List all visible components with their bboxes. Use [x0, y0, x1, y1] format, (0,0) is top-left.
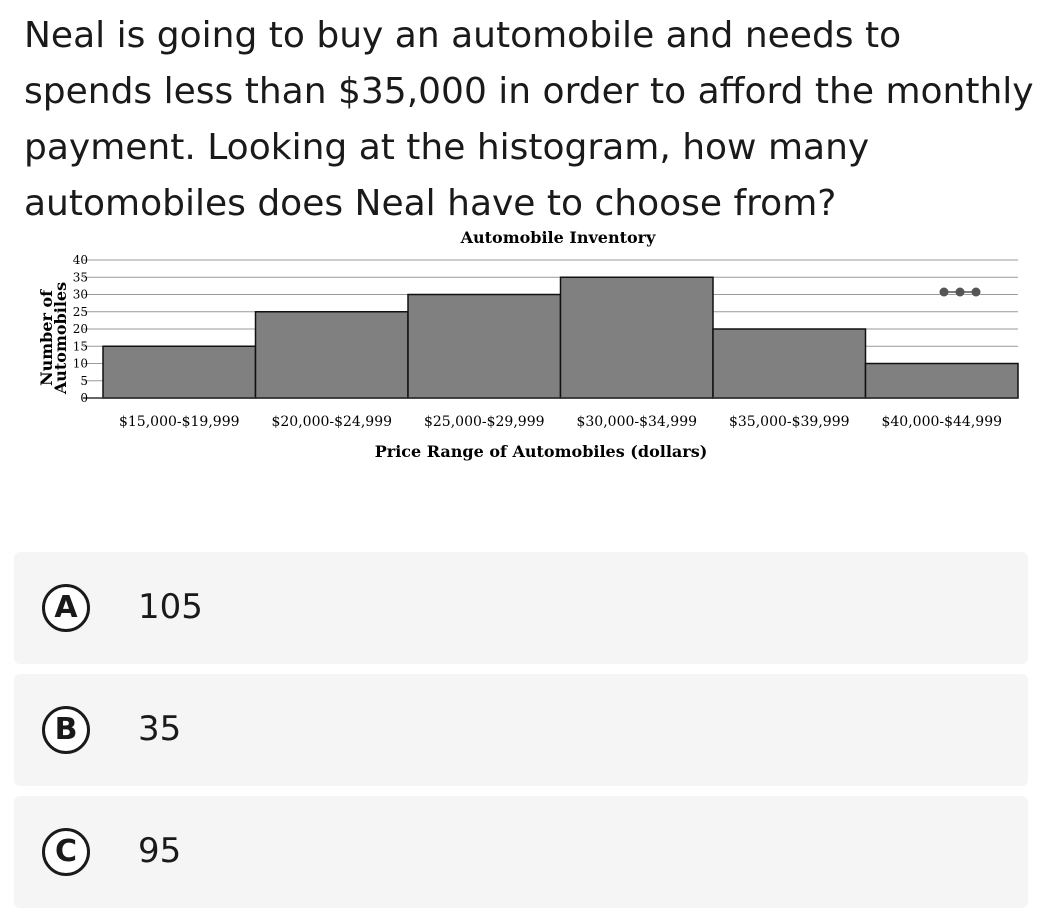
- y-tick-label: 5: [80, 374, 88, 388]
- chart-title: Automobile Inventory: [460, 228, 657, 247]
- histogram-bar: [102, 345, 257, 399]
- x-tick-label: $20,000-$24,999: [271, 414, 392, 430]
- y-tick-label: 20: [73, 322, 88, 336]
- histogram-chart: Automobile Inventory Number ofAutomobile…: [0, 220, 1052, 470]
- x-tick-label: $15,000-$19,999: [119, 414, 240, 430]
- y-tick-label: 35: [73, 270, 88, 284]
- question-text: Neal is going to buy an automobile and n…: [24, 15, 1034, 224]
- histogram-bar: [254, 311, 409, 399]
- histogram-svg: Automobile Inventory Number ofAutomobile…: [37, 228, 1019, 461]
- y-axis-label: Number ofAutomobiles: [37, 282, 70, 395]
- bars: [83, 276, 1019, 399]
- choice-c[interactable]: C 95: [14, 796, 1028, 908]
- choice-b[interactable]: B 35: [14, 674, 1028, 786]
- y-ticks: 0 5 10 15 20 25 30 35 40: [73, 253, 88, 405]
- choice-a-letter: A: [42, 584, 90, 632]
- ellipsis-icon: [939, 287, 981, 297]
- histogram-bar: [864, 362, 1019, 399]
- choice-a[interactable]: A 105: [14, 552, 1028, 664]
- histogram-bar: [712, 328, 867, 399]
- histogram-bar: [407, 293, 562, 399]
- x-tick-label: $30,000-$34,999: [576, 414, 697, 430]
- x-tick-label: $40,000-$44,999: [881, 414, 1002, 430]
- choice-b-text: 35: [138, 709, 182, 749]
- x-tick-label: $35,000-$39,999: [729, 414, 850, 430]
- y-tick-label: 15: [73, 339, 88, 353]
- choice-b-letter: B: [42, 706, 90, 754]
- y-tick-label: 30: [73, 288, 88, 302]
- y-tick-label: 0: [80, 391, 88, 405]
- choice-a-text: 105: [138, 587, 203, 627]
- y-tick-label: 40: [73, 253, 88, 267]
- x-axis-label: Price Range of Automobiles (dollars): [375, 442, 708, 461]
- histogram-bar: [559, 276, 714, 399]
- x-tick-label: $25,000-$29,999: [424, 414, 545, 430]
- y-tick-label: 10: [73, 357, 88, 371]
- y-tick-label: 25: [73, 305, 88, 319]
- x-ticks: $15,000-$19,999 $20,000-$24,999 $25,000-$2…: [119, 414, 1002, 430]
- choice-c-text: 95: [138, 831, 182, 871]
- choice-c-letter: C: [42, 828, 90, 876]
